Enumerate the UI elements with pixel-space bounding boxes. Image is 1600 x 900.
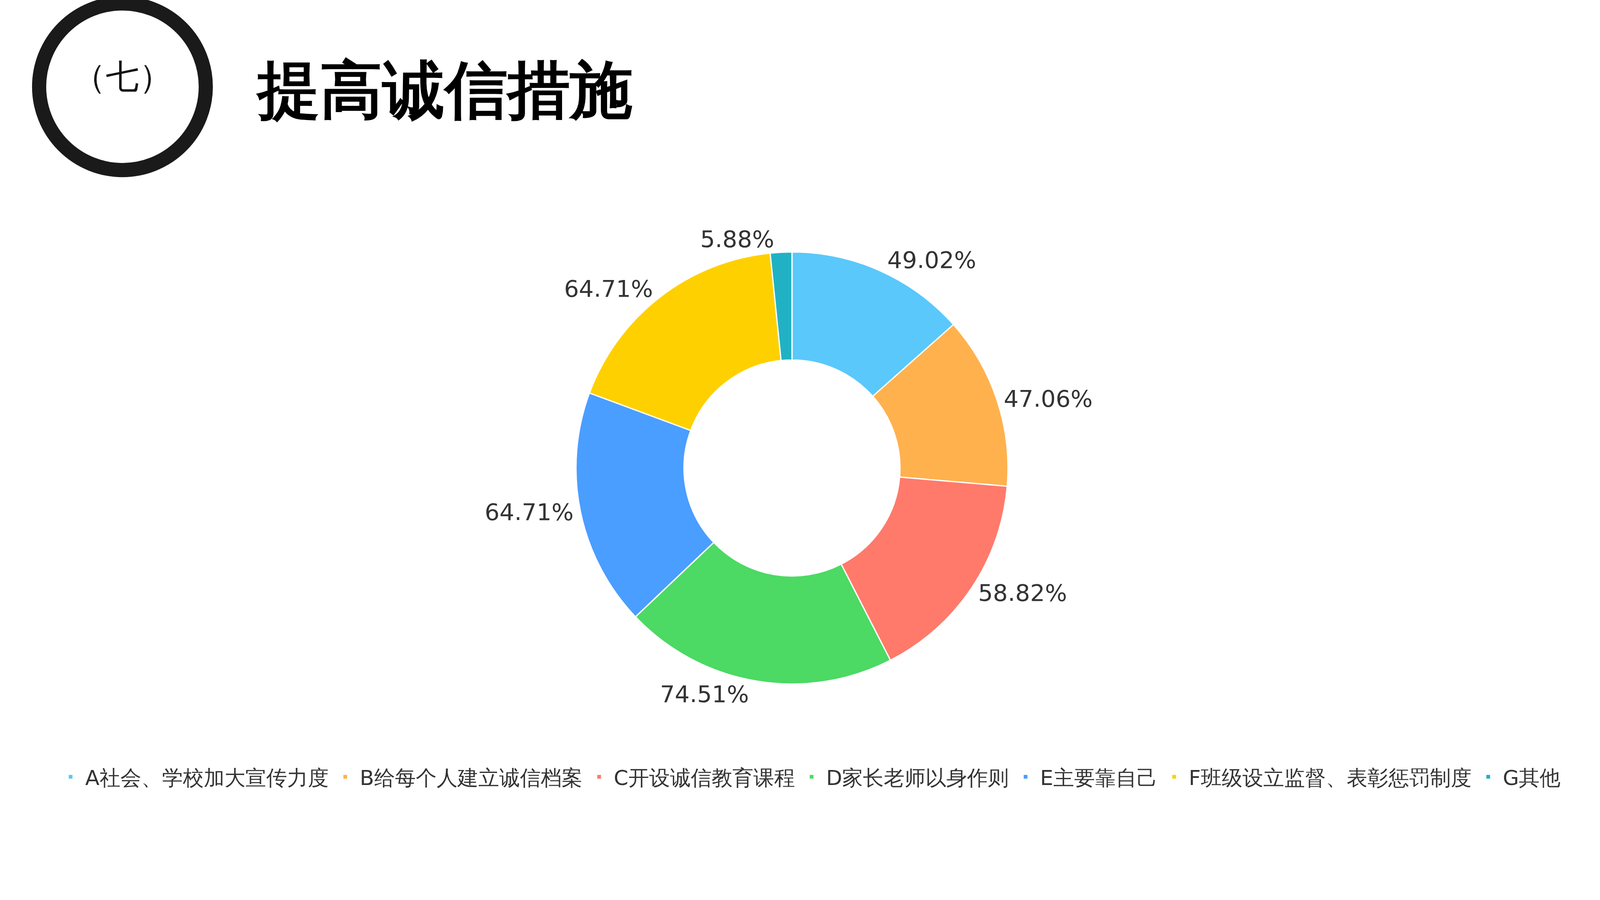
svg-text:G其他: G其他 bbox=[1502, 765, 1561, 790]
svg-text:B给每个人建立诚信档案: B给每个人建立诚信档案 bbox=[360, 765, 583, 790]
svg-text:58.82%: 58.82% bbox=[977, 579, 1068, 607]
svg-text:5.88%: 5.88% bbox=[700, 225, 775, 253]
svg-text:F班级设立监督、表彰惩罚制度: F班级设立监督、表彰惩罚制度 bbox=[1188, 765, 1472, 790]
svg-text:（七）: （七） bbox=[72, 57, 173, 96]
svg-text:C开设诚信教育课程: C开设诚信教育课程 bbox=[613, 765, 795, 790]
svg-text:74.51%: 74.51% bbox=[660, 680, 750, 708]
svg-text:47.06%: 47.06% bbox=[1003, 385, 1093, 413]
svg-text:D家长老师以身作则: D家长老师以身作则 bbox=[826, 765, 1010, 790]
svg-text:64.71%: 64.71% bbox=[484, 498, 574, 526]
svg-text:49.02%: 49.02% bbox=[887, 246, 977, 274]
svg-text:64.71%: 64.71% bbox=[564, 275, 654, 303]
svg-text:A社会、学校加大宣传力度: A社会、学校加大宣传力度 bbox=[85, 765, 329, 790]
svg-text:提高诚信措施: 提高诚信措施 bbox=[255, 53, 633, 127]
svg-text:E主要靠自己: E主要靠自己 bbox=[1040, 765, 1158, 790]
